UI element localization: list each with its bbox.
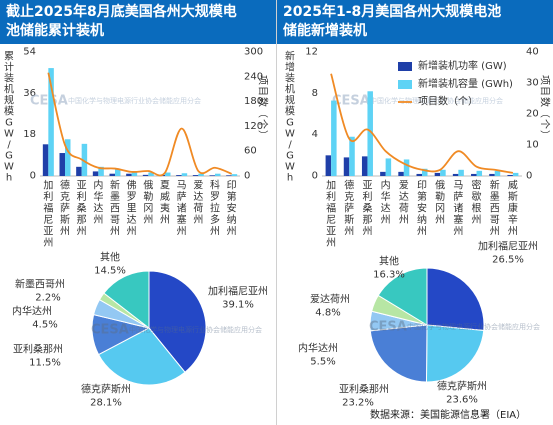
panel-divider — [276, 0, 277, 425]
right-title-line2: 储能新增装机 — [283, 23, 367, 39]
right-title-line1: 2025年1-8月美国各州大规模电池 — [283, 4, 502, 20]
left-title-line1: 截止2025年8月底美国各州大规模电 — [6, 4, 237, 20]
left-title-line2: 池储能累计装机 — [6, 23, 104, 39]
left-panel: 截止2025年8月底美国各州大规模电 池储能累计装机 — [0, 0, 276, 425]
left-title-bar: 截止2025年8月底美国各州大规模电 池储能累计装机 — [0, 0, 276, 44]
right-panel: 2025年1-8月美国各州大规模电池 储能新增装机 — [277, 0, 553, 425]
right-title-bar: 2025年1-8月美国各州大规模电池 储能新增装机 — [277, 0, 553, 44]
source-note: 数据来源：美国能源信息署（EIA） — [370, 410, 527, 421]
